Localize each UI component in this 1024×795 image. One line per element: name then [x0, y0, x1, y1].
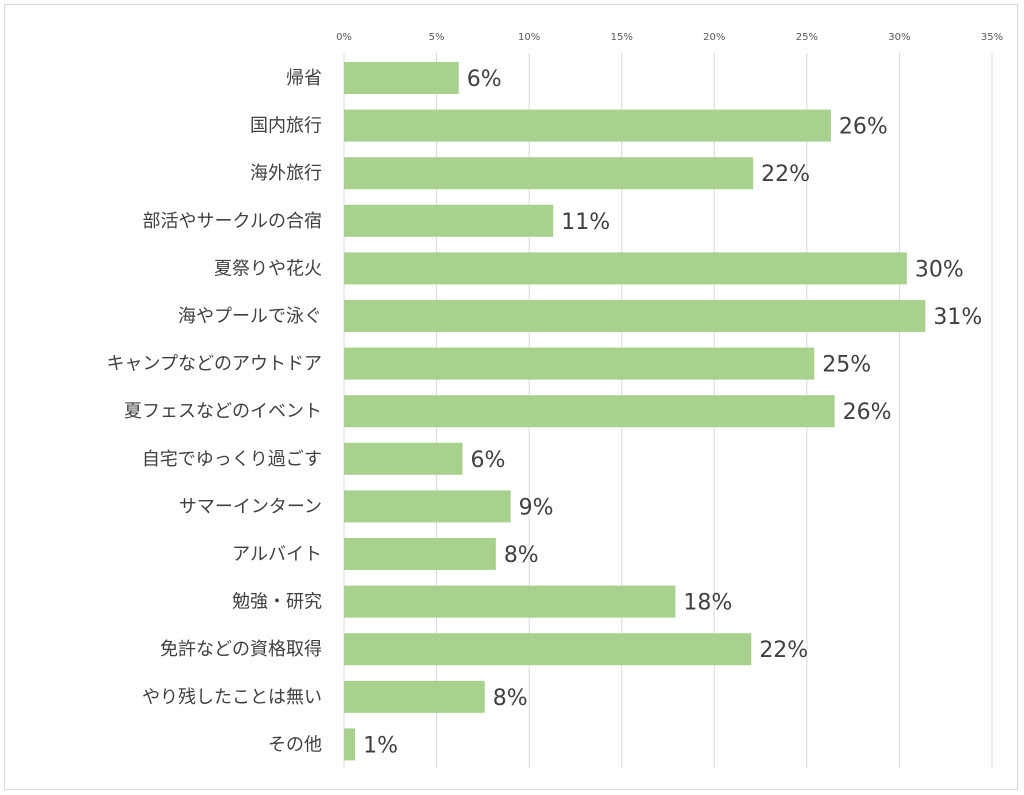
x-tick-label: 5% — [429, 32, 445, 43]
data-label: 11% — [561, 210, 610, 235]
bar — [344, 252, 907, 285]
bar — [344, 62, 459, 94]
x-tick-label: 35% — [981, 32, 1003, 43]
data-label: 25% — [822, 353, 871, 378]
data-label: 30% — [915, 257, 964, 282]
data-label: 26% — [843, 400, 892, 425]
category-label: アルバイト — [232, 544, 322, 565]
category-label: 夏祭りや花火 — [214, 258, 322, 279]
x-tick-label: 10% — [518, 32, 540, 43]
bar — [344, 538, 496, 570]
bar — [344, 300, 926, 332]
bar — [344, 680, 485, 713]
chart-frame — [4, 4, 1018, 790]
bar — [344, 347, 815, 380]
x-tick-label: 30% — [888, 32, 910, 43]
category-label: 自宅でゆっくり過ごす — [142, 449, 322, 470]
bar — [344, 728, 356, 761]
bar — [344, 633, 752, 666]
category-label: サマーインターン — [179, 496, 322, 517]
category-label: 勉強・研究 — [232, 592, 322, 613]
x-tick-label: 25% — [796, 32, 818, 43]
bar — [344, 395, 835, 428]
x-tick-label: 20% — [703, 32, 725, 43]
bar — [344, 585, 676, 618]
category-label: 海やプールで泳ぐ — [178, 306, 322, 327]
data-label: 31% — [933, 305, 982, 330]
data-label: 6% — [470, 448, 505, 473]
data-label: 8% — [493, 686, 528, 711]
data-label: 22% — [761, 162, 810, 187]
bar — [344, 490, 511, 523]
x-tick-label: 0% — [336, 32, 352, 43]
bar — [344, 157, 754, 190]
category-label: やり残したことは無い — [142, 687, 322, 708]
data-label: 6% — [467, 67, 502, 92]
category-label: 部活やサークルの合宿 — [143, 211, 322, 232]
category-label: キャンプなどのアウトドア — [107, 354, 322, 375]
x-tick-label: 15% — [611, 32, 633, 43]
data-label: 1% — [363, 733, 398, 758]
category-label: 夏フェスなどのイベント — [124, 401, 322, 422]
category-label: 免許などの資格取得 — [160, 639, 322, 660]
bar — [344, 109, 831, 142]
data-label: 8% — [504, 543, 539, 568]
data-label: 18% — [683, 591, 732, 616]
data-label: 9% — [519, 495, 554, 520]
data-label: 22% — [759, 638, 808, 663]
category-label: 国内旅行 — [250, 116, 322, 137]
data-label: 26% — [839, 115, 888, 140]
category-label: その他 — [268, 734, 322, 755]
category-label: 海外旅行 — [250, 163, 322, 184]
category-label: 帰省 — [286, 68, 322, 89]
bar — [344, 442, 463, 475]
bar — [344, 204, 554, 237]
